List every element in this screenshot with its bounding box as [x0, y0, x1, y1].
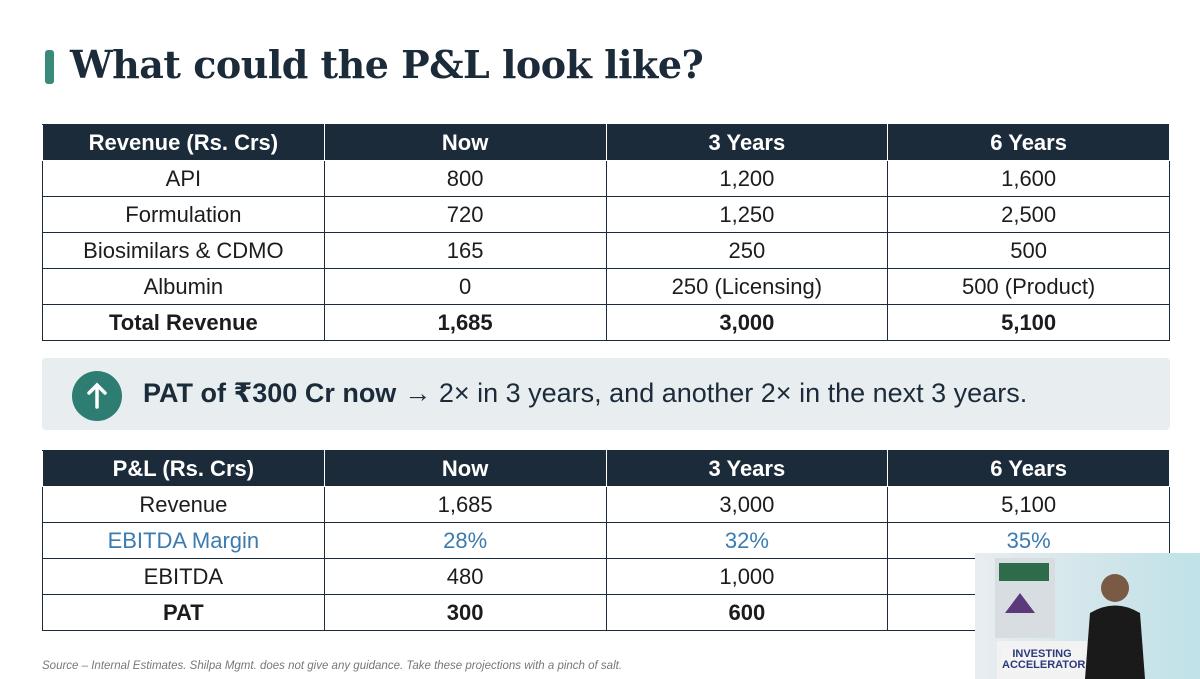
table-cell: 500 (Product) [887, 268, 1170, 305]
table-cell: Formulation [42, 196, 325, 233]
table-cell: Biosimilars & CDMO [42, 232, 325, 269]
table-cell: 5,100 [887, 486, 1170, 523]
table-cell: Now [323, 124, 607, 161]
table-cell: 1,685 [323, 486, 607, 523]
table-cell: 3,000 [605, 486, 889, 523]
table-cell: 165 [323, 232, 607, 269]
table-cell: 0 [323, 268, 607, 305]
table-row: Revenue 1,685 3,000 5,100 [42, 486, 1170, 523]
table-row: Total Revenue 1,685 3,000 5,100 [42, 304, 1170, 341]
table-row: Revenue (Rs. Crs) Now 3 Years 6 Years [42, 124, 1170, 161]
banner-rest: → 2× in 3 years, and another 2× in the n… [404, 378, 1028, 408]
title-accent [45, 50, 54, 84]
table-row: P&L (Rs. Crs) Now 3 Years 6 Years [42, 450, 1170, 487]
table-cell: 5,100 [887, 304, 1170, 341]
speaker-video: INVESTING ACCELERATOR [975, 553, 1200, 679]
revenue-table: Revenue (Rs. Crs) Now 3 Years 6 Years API 800… [42, 124, 1170, 341]
table-cell: 500 [887, 232, 1170, 269]
table-cell: 250 (Licensing) [605, 268, 889, 305]
banner-text: PAT of ₹300 Cr now → 2× in 3 years, and a… [143, 378, 1027, 409]
table-cell: 6 Years [887, 450, 1170, 487]
table-cell: 28% [323, 522, 607, 559]
table-cell: EBITDA [42, 558, 325, 595]
arrow [87, 382, 107, 409]
table-cell: 1,000 [605, 558, 889, 595]
table-cell: Total Revenue [42, 304, 325, 341]
table-cell: 720 [323, 196, 607, 233]
table-cell: 6 Years [887, 124, 1170, 161]
title: What could the P&L look like? [70, 42, 704, 87]
table-cell: Now [323, 450, 607, 487]
table-cell: 32% [605, 522, 889, 559]
banner [42, 358, 1170, 430]
pl-table: P&L (Rs. Crs) Now 3 Years 6 Years Revenue 1,6… [42, 450, 1170, 631]
table-row: Formulation 720 1,250 2,500 [42, 196, 1170, 233]
arrow-icon [72, 371, 122, 421]
table-cell: 1,685 [323, 304, 607, 341]
table-cell: 2,500 [887, 196, 1170, 233]
table-cell: PAT [42, 594, 325, 631]
table-cell: Revenue (Rs. Crs) [42, 124, 325, 161]
table-cell: 250 [605, 232, 889, 269]
table-cell: 35% [887, 522, 1170, 559]
table-cell: API [42, 160, 325, 197]
table-row: Biosimilars & CDMO 165 250 500 [42, 232, 1170, 269]
table-cell: 3,000 [605, 304, 889, 341]
source-note: Source – Internal Estimates. Shilpa Mgmt… [42, 660, 623, 672]
table-cell: 1,250 [605, 196, 889, 233]
table-cell: 1,200 [605, 160, 889, 197]
table-cell: 480 [323, 558, 607, 595]
table-cell: 1,600 [887, 160, 1170, 197]
table-cell: 600 [605, 594, 889, 631]
table-cell: Revenue [42, 486, 325, 523]
table-cell: Albumin [42, 268, 325, 305]
table-cell: 3 Years [605, 124, 889, 161]
table-cell: EBITDA Margin [42, 522, 325, 559]
table-cell: 800 [323, 160, 607, 197]
table-cell: 300 [323, 594, 607, 631]
podium-sign: INVESTING ACCELERATOR [1002, 648, 1086, 671]
table-row: Albumin 0 250 (Licensing) 500 (Product) [42, 268, 1170, 305]
table-row: API 800 1,200 1,600 [42, 160, 1170, 197]
table-cell: 3 Years [605, 450, 889, 487]
table-cell: P&L (Rs. Crs) [42, 450, 325, 487]
banner-bold: PAT of ₹300 Cr now [143, 378, 397, 408]
